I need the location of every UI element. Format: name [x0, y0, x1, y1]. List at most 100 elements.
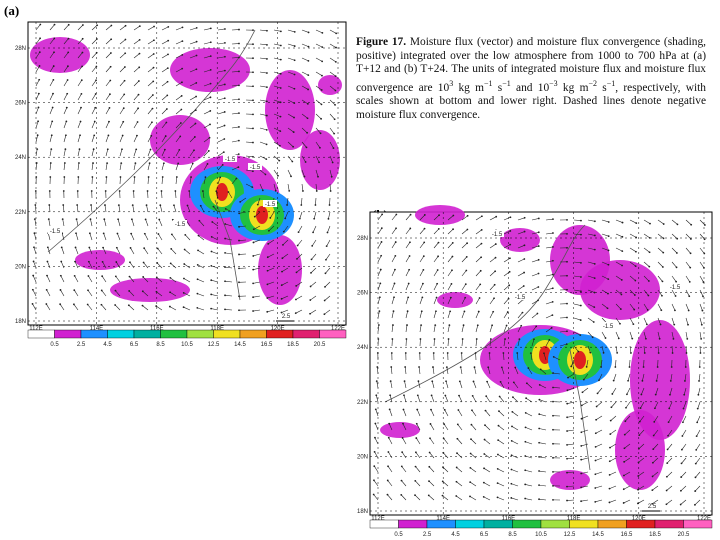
- flux-vector: [63, 79, 68, 87]
- flux-vector-head: [179, 135, 182, 138]
- flux-vector: [487, 367, 491, 375]
- colorbar-swatch: [426, 519, 456, 529]
- flux-vector-head: [387, 465, 389, 468]
- flux-vector: [46, 303, 51, 311]
- flux-vector-head: [130, 232, 133, 235]
- flux-vector-head: [566, 246, 568, 249]
- flux-vector: [461, 242, 468, 249]
- flux-vector: [445, 381, 449, 389]
- flux-vector-head: [642, 366, 645, 368]
- flux-vector-head: [151, 121, 153, 124]
- flux-vector: [699, 303, 703, 311]
- flux-vector-head: [653, 420, 656, 423]
- flux-vector: [461, 256, 467, 263]
- flux-vector-head: [633, 294, 636, 296]
- flux-vector: [433, 283, 438, 291]
- flux-vector-head: [552, 414, 554, 417]
- flux-vector-head: [307, 88, 309, 91]
- flux-vector-head: [93, 120, 96, 123]
- flux-vector-head: [36, 134, 39, 137]
- flux-vector: [203, 110, 211, 115]
- flux-vector-head: [538, 470, 540, 472]
- flux-vector: [329, 57, 337, 63]
- flux-vector-head: [497, 424, 500, 427]
- flux-vector: [473, 381, 477, 389]
- flux-vector-head: [334, 89, 337, 92]
- flux-vector-head: [609, 419, 612, 422]
- flux-vector: [389, 409, 393, 417]
- flux-vector-head: [566, 274, 568, 277]
- flux-vector-head: [131, 204, 134, 207]
- flux-vector-head: [155, 305, 158, 307]
- flux-vector: [132, 205, 135, 213]
- colorbar-label: 6.5: [480, 532, 489, 538]
- flux-vector: [525, 469, 533, 473]
- flux-vector: [189, 55, 197, 59]
- flux-vector-head: [252, 113, 254, 116]
- flux-vector-head: [469, 495, 471, 498]
- flux-vector: [213, 206, 219, 213]
- flux-vector-head: [279, 115, 282, 118]
- flux-vector: [231, 178, 237, 185]
- flux-vector-head: [475, 338, 478, 340]
- flux-vector: [666, 471, 673, 478]
- flux-vector-head: [142, 261, 145, 264]
- flux-vector: [641, 387, 645, 395]
- flux-vector-head: [59, 289, 62, 291]
- flux-vector-head: [525, 397, 528, 400]
- flux-vector: [143, 247, 149, 255]
- flux-vector: [49, 65, 54, 73]
- flux-vector-head: [616, 352, 619, 354]
- flux-vector-head: [451, 241, 454, 244]
- flux-vector-head: [662, 223, 665, 225]
- flux-vector-head: [647, 294, 650, 297]
- flux-vector: [259, 127, 267, 131]
- flux-vector-head: [518, 338, 521, 341]
- flux-vector: [49, 93, 54, 101]
- flux-vector-head: [304, 161, 307, 163]
- flux-vector: [629, 233, 637, 238]
- colorbar-swatch: [133, 329, 161, 339]
- flux-vector-head: [676, 223, 679, 226]
- flux-vector: [281, 267, 289, 272]
- flux-vector: [685, 331, 688, 339]
- flux-vector-head: [442, 466, 444, 469]
- flux-vector: [638, 457, 645, 463]
- flux-vector-head: [170, 233, 173, 236]
- flux-vector: [287, 127, 294, 133]
- flux-vector: [581, 457, 589, 460]
- flux-vector: [200, 205, 205, 213]
- flux-vector: [643, 219, 651, 224]
- flux-vector-head: [278, 159, 281, 162]
- flux-vector: [639, 429, 645, 436]
- flux-vector-head: [149, 148, 152, 151]
- flux-vector: [147, 94, 154, 101]
- flux-vector: [640, 401, 645, 409]
- flux-vector-head: [696, 421, 699, 424]
- flux-vector: [203, 163, 208, 171]
- flux-vector-head: [566, 232, 568, 235]
- flux-vector-head: [538, 498, 540, 501]
- flux-vector: [699, 233, 705, 240]
- flux-vector: [512, 396, 519, 403]
- flux-vector-head: [637, 447, 640, 450]
- flux-vector: [405, 325, 408, 333]
- flux-vector: [197, 250, 205, 255]
- flux-vector-head: [377, 338, 380, 340]
- flux-vector: [601, 261, 609, 266]
- flux-vector: [415, 452, 421, 459]
- caption-label: Figure 17.: [356, 36, 407, 48]
- colorbar-label: 4.5: [451, 532, 460, 538]
- flux-vector-head: [328, 204, 331, 206]
- flux-vector-head: [266, 310, 269, 313]
- flux-vector-head: [96, 38, 98, 40]
- flux-vector: [142, 276, 149, 283]
- flux-vector-head: [622, 502, 625, 504]
- flux-vector: [161, 177, 163, 185]
- flux-vector-head: [543, 352, 545, 355]
- flux-vector-head: [420, 310, 423, 313]
- flux-vector-head: [638, 420, 641, 423]
- flux-vector-head: [487, 366, 490, 369]
- flux-vector: [442, 466, 449, 473]
- flux-vector: [147, 176, 149, 185]
